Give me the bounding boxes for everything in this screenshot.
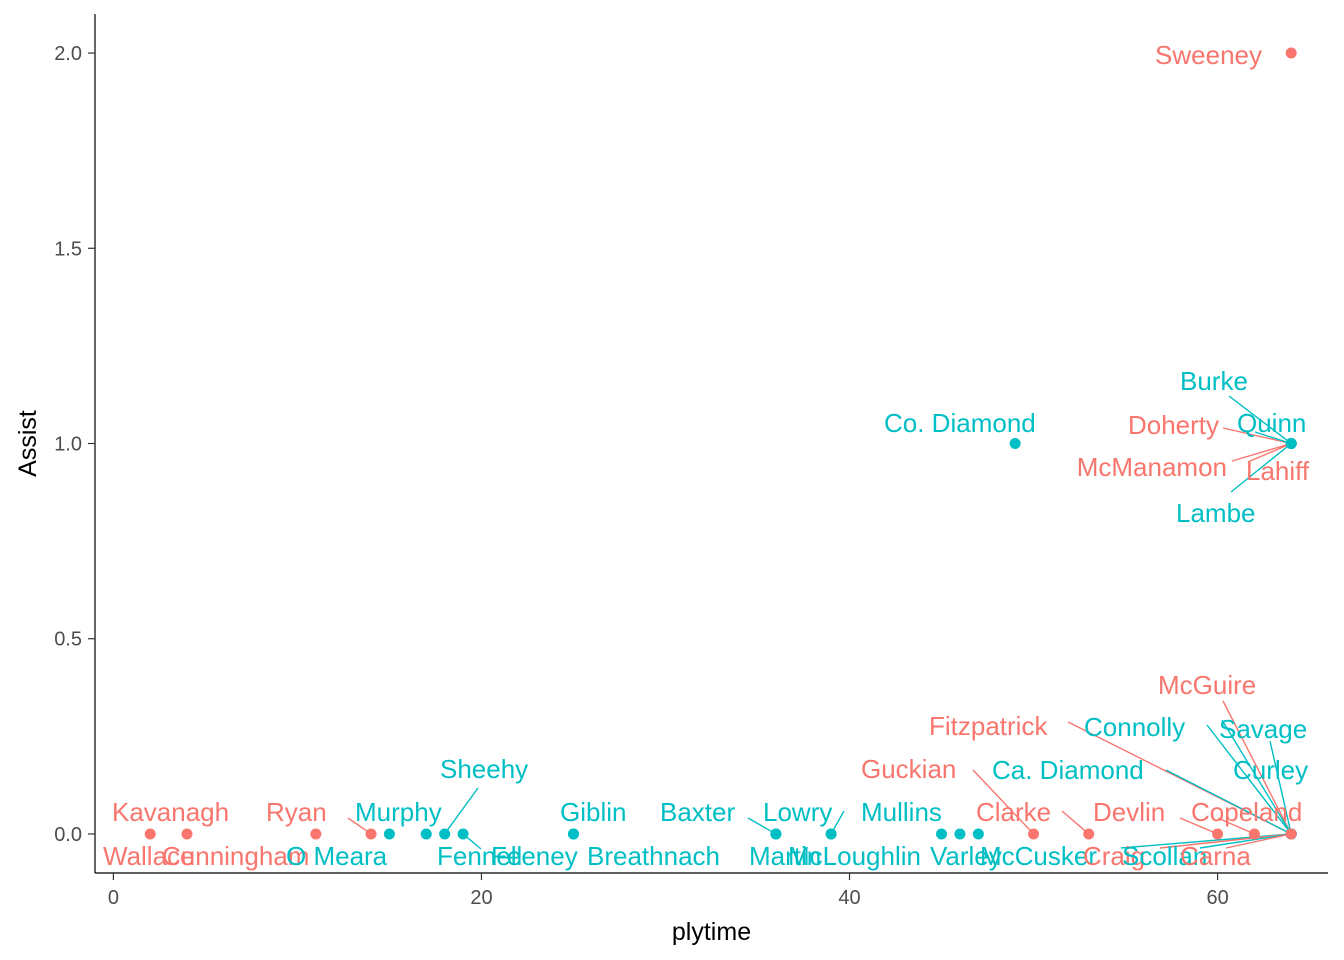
point-label-o-meara: O Meara — [286, 841, 388, 871]
connector-mcguire — [1222, 700, 1292, 835]
point-label-sweeney: Sweeney — [1155, 40, 1262, 70]
point-mcloughlin — [936, 828, 948, 840]
point-sweeney — [1285, 47, 1297, 59]
point-o-meara — [383, 828, 395, 840]
point-ryan — [365, 828, 377, 840]
connector-guckian — [972, 769, 1035, 835]
point-label-copeland: Copeland — [1191, 797, 1302, 827]
connector-savage — [1221, 719, 1292, 835]
point-label-guckian: Guckian — [861, 754, 956, 784]
point-label-varley: Varley — [930, 841, 1002, 871]
connector-sheehy — [444, 787, 479, 835]
connector-mcmanamon — [1231, 442, 1292, 462]
x-tick-label: 60 — [1206, 887, 1228, 909]
point-label-kavanagh: Kavanagh — [112, 797, 229, 827]
point-label-cunningham: Cunningham — [162, 841, 309, 871]
point-label-mcmanamon: McManamon — [1077, 452, 1227, 482]
point-murphy — [420, 828, 432, 840]
point-label-ryan: Ryan — [266, 797, 327, 827]
connector-devlin — [1179, 817, 1218, 835]
connector-doherty — [1222, 427, 1292, 445]
x-axis-title: plytime — [672, 918, 751, 946]
point-label-wallace: Wallace — [103, 841, 195, 871]
point-label-mccusker: McCusker — [980, 841, 1097, 871]
point-label-baxter: Baxter — [660, 797, 735, 827]
point-label-fennell: Fennell — [437, 841, 522, 871]
point-label-lambe: Lambe — [1176, 498, 1256, 528]
connector-quinn — [1254, 431, 1292, 445]
point-label-curley: Curley — [1233, 755, 1308, 785]
connector-ca-diamond — [1165, 769, 1292, 835]
connector-copeland — [1217, 817, 1255, 835]
y-tick-label: 1.5 — [54, 238, 82, 260]
y-axis-title: Assist — [14, 410, 42, 477]
point-label-doherty: Doherty — [1128, 410, 1219, 440]
y-tick-label: 2.0 — [54, 43, 82, 65]
connector-connolly — [1206, 724, 1292, 835]
point-label-mcguire: McGuire — [1158, 670, 1256, 700]
point-label-giblin: Giblin — [560, 797, 626, 827]
point-label-connolly: Connolly — [1084, 712, 1185, 742]
y-tick-label: 0.5 — [54, 629, 82, 651]
x-tick-label: 40 — [838, 887, 860, 909]
point-mullins — [954, 828, 966, 840]
point-label-lowry: Lowry — [763, 797, 832, 827]
point-label-lahiff: Lahiff — [1246, 456, 1310, 486]
connector-lambe — [1230, 442, 1292, 493]
point-label-mcloughlin: McLoughlin — [788, 841, 921, 871]
data-points — [144, 47, 1297, 840]
connector-scollan — [1199, 833, 1292, 849]
axes: 0 20 40 60 0.0 0.5 1.0 1.5 2.0 — [54, 14, 1328, 909]
point-label-scollan: Scollan — [1122, 841, 1207, 871]
label-connectors — [347, 395, 1292, 850]
point-wallace — [144, 828, 156, 840]
connector-burke — [1228, 395, 1292, 445]
connector-craig — [1159, 833, 1292, 849]
y-tick-label: 1.0 — [54, 434, 82, 456]
point-fennell — [457, 828, 469, 840]
point-baxter — [770, 828, 782, 840]
point-sheehy — [439, 828, 451, 840]
point-label-carna: Carna — [1180, 841, 1251, 871]
x-tick-label: 0 — [108, 887, 119, 909]
point-clarke — [1083, 828, 1095, 840]
connector-curley — [1269, 740, 1292, 835]
point-giblin — [567, 828, 579, 840]
point-co-diamond — [1009, 438, 1021, 449]
point-label-martin: Martin — [749, 841, 821, 871]
point-label-devlin: Devlin — [1093, 797, 1165, 827]
point-lambe — [1285, 438, 1297, 449]
point-lowry — [825, 828, 837, 840]
point-cunningham — [310, 828, 322, 840]
point-label-sheehy: Sheehy — [440, 754, 528, 784]
x-tick-label: 20 — [470, 887, 492, 909]
point-copeland — [1248, 828, 1260, 840]
point-labels: Wallace Kavanagh Cunningham Ryan O Meara Murp… — [103, 40, 1310, 871]
point-label-co-diamond: Co. Diamond — [884, 408, 1036, 438]
point-label-savage: Savage — [1219, 714, 1307, 744]
point-guckian — [1028, 828, 1040, 840]
connector-clarke — [1061, 810, 1090, 835]
point-label-fitzpatrick: Fitzpatrick — [929, 711, 1048, 741]
point-label-craig: Craig — [1083, 841, 1145, 871]
point-label-breathnach: Breathnach — [587, 841, 720, 871]
point-label-mullins: Mullins — [861, 797, 942, 827]
point-label-clarke: Clarke — [976, 797, 1051, 827]
y-tick-label: 0.0 — [54, 824, 82, 846]
point-label-quinn: Quinn — [1237, 408, 1306, 438]
connector-carna — [1225, 833, 1292, 849]
point-label-murphy: Murphy — [355, 797, 442, 827]
point-carna — [1285, 828, 1297, 840]
point-kavanagh — [181, 828, 193, 840]
point-varley — [972, 828, 984, 840]
point-label-burke: Burke — [1180, 366, 1248, 396]
connector-lahiff — [1247, 442, 1292, 463]
point-label-ca-diamond: Ca. Diamond — [992, 755, 1144, 785]
point-label-feeney: Feeney — [491, 841, 578, 871]
point-devlin — [1212, 828, 1224, 840]
